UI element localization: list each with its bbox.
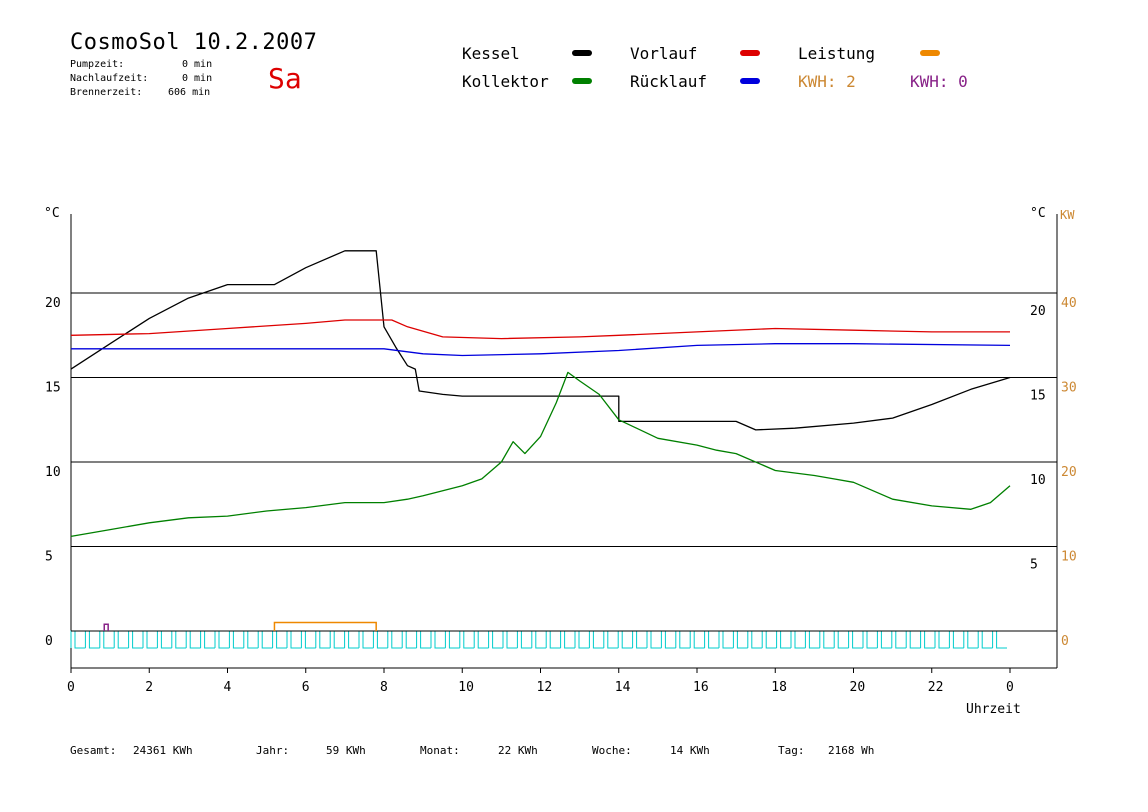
series-kessel (70, 250, 1011, 431)
brennerzeit-value: 606 min (168, 87, 211, 98)
bar-leistung (273, 621, 377, 631)
legend-vorlauf-swatch (740, 50, 760, 56)
nachlaufzeit-value: 0 min (182, 73, 213, 84)
x-tick-label: 8 (380, 680, 388, 695)
x-tick-label: 18 (771, 680, 787, 695)
right-tick-label: 10 (1030, 473, 1046, 488)
weekday-label: Sa (268, 62, 302, 95)
legend-kwh-2: KWH: 0 (910, 72, 968, 91)
footer-tag-value: 2168 Wh (828, 744, 875, 757)
kw-tick-label: 0 (1061, 634, 1069, 649)
legend-vorlauf: Vorlauf (630, 44, 698, 63)
right-tick-label: 5 (1030, 558, 1038, 573)
series-kollektor (70, 371, 1011, 538)
pumpzeit-label: Pumpzeit: (70, 59, 125, 70)
axis-labels: 0 5 10 15 20 5 10 15 20 0 10 20 30 40 0 2 4 6 8 10 12 14 16 18 2… (45, 296, 1077, 695)
left-unit-label: °C (44, 206, 60, 221)
kw-tick-label: 20 (1061, 465, 1077, 480)
x-tick-label: 10 (458, 680, 474, 695)
bar-kwh-0 (103, 623, 109, 631)
legend-leistung-swatch (920, 50, 940, 56)
kw-tick-label: 30 (1061, 381, 1077, 396)
legend-leistung: Leistung (798, 44, 876, 63)
footer-woche-value: 14 KWh (670, 744, 710, 757)
right-tick-label: 20 (1030, 304, 1046, 319)
x-tick-label: 14 (615, 680, 631, 695)
line-series (70, 250, 1011, 538)
x-tick-label: 6 (302, 680, 310, 695)
legend-kessel: Kessel (462, 44, 520, 63)
x-tick-label: 16 (693, 680, 709, 695)
legend-kollektor: Kollektor (462, 72, 549, 91)
x-tick-label: 0 (1006, 680, 1014, 695)
legend-kwh-1: KWH: 2 (798, 72, 856, 91)
brennerzeit-label: Brennerzeit: (70, 87, 143, 98)
bar-series (103, 621, 377, 631)
x-tick-label: 20 (850, 680, 866, 695)
pump-pulses (70, 630, 1007, 649)
left-tick-label: 20 (45, 296, 61, 311)
legend-ruecklauf-swatch (740, 78, 760, 84)
x-tick-label: 0 (67, 680, 75, 695)
nachlaufzeit-label: Nachlaufzeit: (70, 73, 149, 84)
left-tick-label: 10 (45, 465, 61, 480)
chart-frame (70, 214, 1058, 673)
footer-jahr-value: 59 KWh (326, 744, 366, 757)
page-title: CosmoSol 10.2.2007 (70, 30, 318, 55)
kw-tick-label: 40 (1061, 296, 1077, 311)
kw-tick-label: 10 (1061, 550, 1077, 565)
pump-series (70, 630, 1010, 649)
footer-gesamt-label: Gesamt: (70, 744, 117, 757)
footer-woche-label: Woche: (592, 744, 632, 757)
kw-unit-label: KW (1060, 208, 1075, 222)
x-axis-label: Uhrzeit (966, 702, 1021, 717)
x-tick-label: 12 (537, 680, 553, 695)
left-tick-label: 15 (45, 381, 61, 396)
x-tick-label: 2 (145, 680, 153, 695)
legend-ruecklauf: Rücklauf (630, 72, 708, 91)
footer-monat-value: 22 KWh (498, 744, 538, 757)
footer-monat-label: Monat: (420, 744, 460, 757)
x-tick-label: 4 (224, 680, 232, 695)
legend-kessel-swatch (572, 50, 592, 56)
footer-tag-label: Tag: (778, 744, 805, 757)
left-tick-label: 5 (45, 550, 53, 565)
series-rcklauf (71, 343, 1011, 357)
left-tick-label: 0 (45, 634, 53, 649)
x-tick-label: 22 (928, 680, 944, 695)
series-vorlauf (70, 319, 1010, 340)
right-tick-label: 15 (1030, 389, 1046, 404)
pumpzeit-value: 0 min (182, 59, 213, 70)
legend-kollektor-swatch (572, 78, 592, 84)
footer-gesamt-value: 24361 KWh (133, 744, 193, 757)
right-unit-label: °C (1030, 206, 1046, 221)
footer-jahr-label: Jahr: (256, 744, 290, 757)
